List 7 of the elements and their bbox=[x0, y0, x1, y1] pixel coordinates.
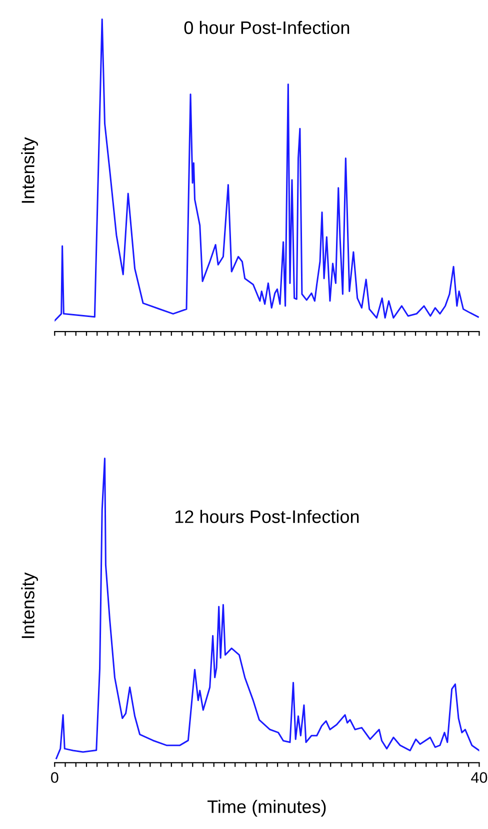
x-tick-label: 0 bbox=[51, 772, 58, 783]
x-tick-label: 40 bbox=[471, 772, 488, 783]
chart-title: 0 hour Post-Infection bbox=[184, 20, 350, 34]
y-axis-title: Intensity bbox=[21, 572, 38, 638]
x-axis-title: Time (minutes) bbox=[207, 800, 326, 817]
y-axis-title: Intensity bbox=[21, 137, 38, 203]
text: 12 hours Post-Infection bbox=[175, 510, 359, 524]
